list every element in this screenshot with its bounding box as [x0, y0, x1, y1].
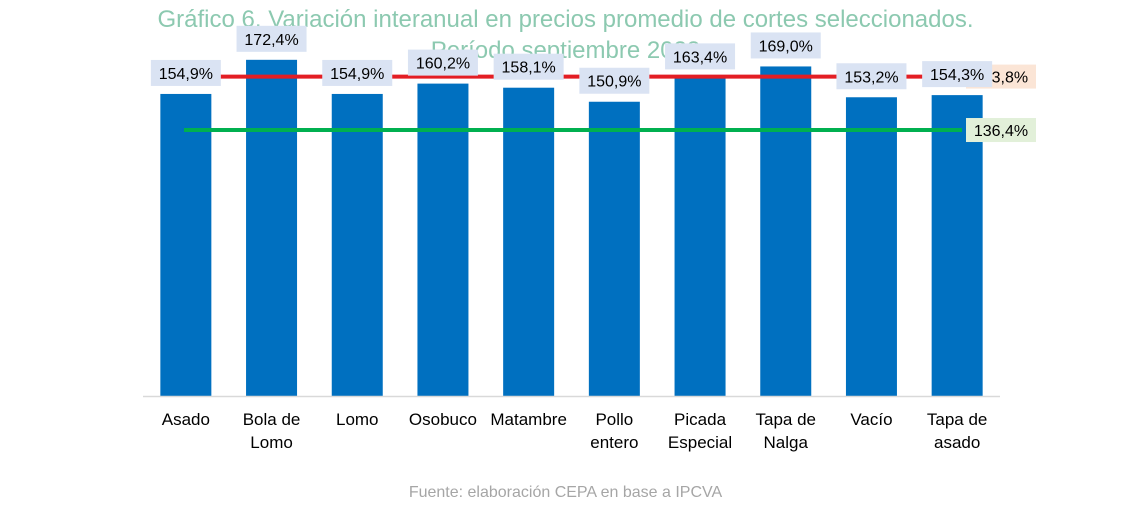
data-label-bg: [579, 67, 650, 94]
data-label: 153,2%: [844, 69, 898, 86]
bar: [160, 93, 212, 396]
category-label: Bola de: [243, 410, 301, 429]
data-label: 172,4%: [244, 32, 298, 49]
bar: [331, 93, 383, 396]
bar: [246, 59, 298, 396]
data-label: 154,3%: [930, 67, 984, 84]
bar: [931, 95, 983, 397]
category-label: Picada: [674, 410, 727, 429]
category-label: Vacío: [850, 410, 892, 429]
data-label: 163,4%: [673, 49, 727, 66]
category-label: entero: [590, 433, 638, 452]
source-note: Fuente: elaboración CEPA en base a IPCVA: [408, 484, 723, 501]
category-label: Especial: [668, 433, 732, 452]
data-label-bg: [493, 53, 564, 80]
data-label-bg: [150, 59, 221, 86]
bar: [417, 83, 469, 397]
bar: [588, 101, 640, 397]
data-label-bg: [665, 43, 736, 70]
data-label: 154,9%: [330, 66, 384, 83]
category-label: Nalga: [764, 433, 809, 452]
data-label-bg: [322, 59, 393, 86]
category-label: Matambre: [490, 410, 567, 429]
category-label: Pollo: [595, 410, 633, 429]
bar: [760, 66, 812, 396]
category-label: Tapa de: [927, 410, 988, 429]
data-label-bg: [836, 63, 907, 90]
data-label: 150,9%: [587, 74, 641, 91]
category-label: Osobuco: [409, 410, 477, 429]
data-label-bg: [236, 25, 307, 52]
bar: [503, 87, 555, 396]
reference-label: 136,4%: [974, 123, 1028, 140]
data-label: 169,0%: [759, 38, 813, 55]
data-label-bg: [750, 32, 821, 59]
data-label: 160,2%: [416, 56, 470, 73]
bar: [845, 97, 897, 396]
bar: [674, 77, 726, 397]
data-label: 158,1%: [502, 60, 556, 77]
category-label: Tapa de: [756, 410, 817, 429]
data-label-bg: [922, 61, 993, 88]
category-label: Lomo: [336, 410, 379, 429]
data-label-bg: [407, 49, 478, 76]
category-label: asado: [934, 433, 980, 452]
category-label: Lomo: [250, 433, 293, 452]
reference-label-bg: [966, 118, 1036, 143]
data-label: 154,9%: [159, 66, 213, 83]
category-label: Asado: [162, 410, 210, 429]
